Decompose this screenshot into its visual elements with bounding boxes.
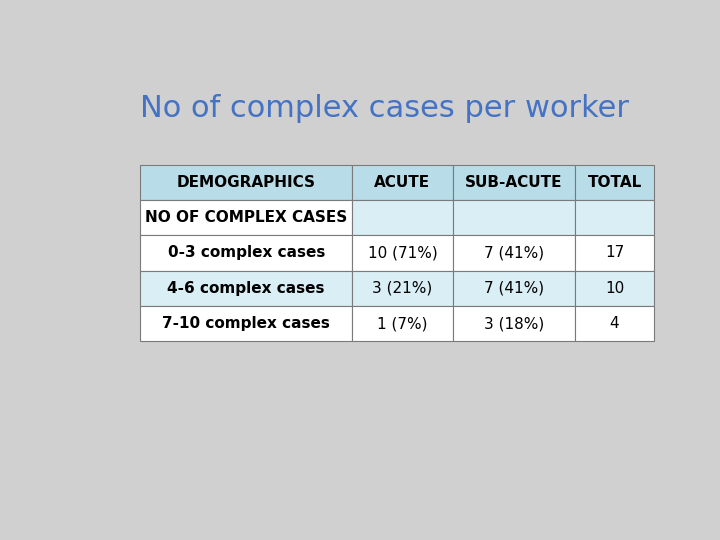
Text: 3 (18%): 3 (18%) (484, 316, 544, 331)
Text: TOTAL: TOTAL (588, 175, 642, 190)
Bar (575, 271, 654, 306)
Bar (453, 306, 575, 341)
Bar (140, 271, 352, 306)
Text: 7-10 complex cases: 7-10 complex cases (162, 316, 330, 331)
Bar (140, 235, 352, 271)
Text: ACUTE: ACUTE (374, 175, 431, 190)
Bar (352, 200, 453, 235)
Bar (453, 165, 575, 200)
Bar (140, 200, 352, 235)
Bar (140, 165, 352, 200)
Bar (352, 235, 453, 271)
Bar (352, 306, 453, 341)
Text: 4: 4 (610, 316, 619, 331)
Text: 0-3 complex cases: 0-3 complex cases (168, 246, 325, 260)
Bar (453, 235, 575, 271)
Bar (575, 200, 654, 235)
Text: DEMOGRAPHICS: DEMOGRAPHICS (176, 175, 316, 190)
Text: SUB-ACUTE: SUB-ACUTE (465, 175, 563, 190)
Text: 7 (41%): 7 (41%) (484, 281, 544, 296)
Text: 3 (21%): 3 (21%) (372, 281, 433, 296)
Bar (453, 271, 575, 306)
Text: 10: 10 (605, 281, 624, 296)
Text: 1 (7%): 1 (7%) (377, 316, 428, 331)
Bar (575, 165, 654, 200)
Text: 4-6 complex cases: 4-6 complex cases (168, 281, 325, 296)
Bar (352, 271, 453, 306)
Text: 10 (71%): 10 (71%) (368, 246, 437, 260)
Text: 17: 17 (605, 246, 624, 260)
Text: 7 (41%): 7 (41%) (484, 246, 544, 260)
Bar (453, 200, 575, 235)
Bar (352, 165, 453, 200)
Bar (140, 306, 352, 341)
Text: No of complex cases per worker: No of complex cases per worker (140, 94, 629, 123)
Bar (575, 306, 654, 341)
Bar (575, 235, 654, 271)
Text: NO OF COMPLEX CASES: NO OF COMPLEX CASES (145, 210, 347, 225)
